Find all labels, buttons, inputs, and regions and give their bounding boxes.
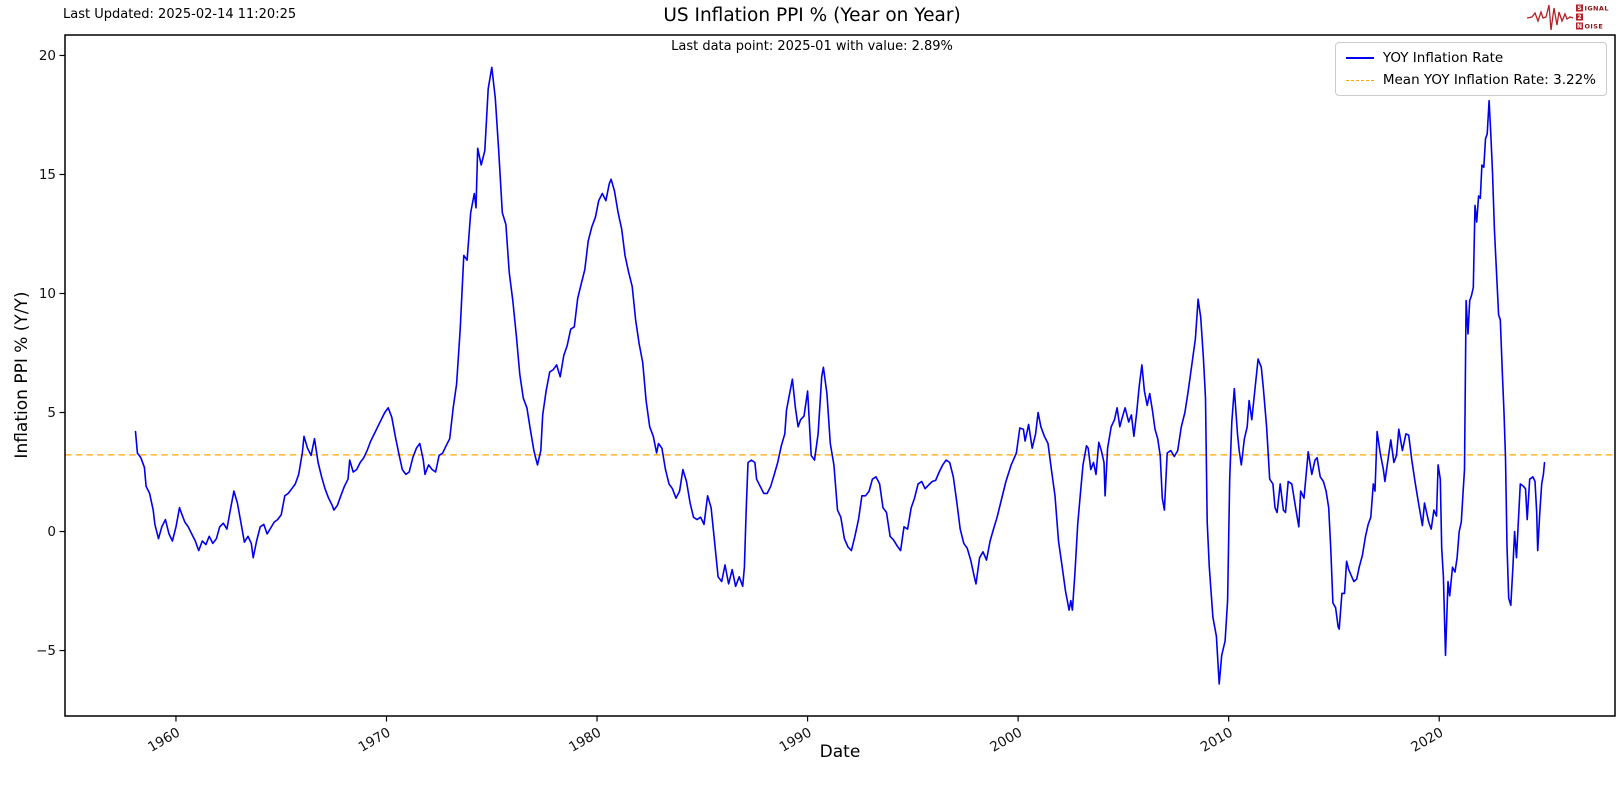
page-title: US Inflation PPI % (Year on Year) [663,5,961,26]
y-tick-label: 10 [39,286,56,302]
y-tick-label: −5 [36,643,56,659]
legend-label: Mean YOY Inflation Rate: 3.22% [1382,72,1596,88]
logo-box-s [1576,4,1583,12]
signal2noise-logo: S IGNAL 2 N OISE [1526,4,1609,31]
x-axis-label: Date [819,742,861,762]
legend-line-sample-orange-dashed [1345,79,1374,81]
last-data-point-label: Last data point: 2025-01 with value: 2.8… [671,39,953,54]
y-tick-label: 5 [47,405,56,421]
axes-border [64,34,1616,717]
y-tick-label: 20 [39,48,56,64]
logo-box-n [1576,22,1583,30]
logo-text-oise: OISE [1585,22,1604,30]
logo-text-ignal: IGNAL [1585,4,1609,12]
y-axis-label: Inflation PPI % (Y/Y) [12,291,32,459]
last-updated-label: Last Updated: 2025-02-14 11:20:25 [63,7,297,22]
yoy-inflation-line [134,66,1546,685]
logo-box-2 [1576,13,1583,21]
y-tick-label: 15 [39,167,56,183]
logo-waveform-icon [1526,4,1574,31]
legend-label: YOY Inflation Rate [1382,50,1504,66]
legend-line-sample-blue [1345,57,1374,59]
legend-entry-yoy: YOY Inflation Rate [1345,50,1596,66]
logo-letter-2: 2 [1577,14,1581,21]
legend: YOY Inflation Rate Mean YOY Inflation Ra… [1334,42,1607,96]
logo-letter-s: S [1577,5,1581,12]
logo-letter-n: N [1577,23,1582,30]
y-tick-label: 0 [47,524,56,540]
legend-entry-mean: Mean YOY Inflation Rate: 3.22% [1345,72,1596,88]
